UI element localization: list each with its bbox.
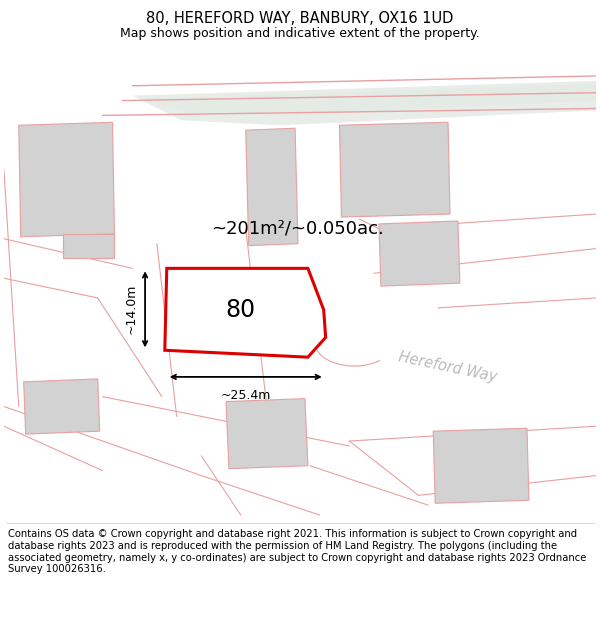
Polygon shape — [433, 428, 529, 503]
Polygon shape — [23, 379, 100, 434]
Text: ~14.0m: ~14.0m — [124, 284, 137, 334]
Polygon shape — [63, 234, 115, 259]
Polygon shape — [246, 128, 298, 246]
Polygon shape — [147, 84, 596, 116]
Text: Hereford Way: Hereford Way — [397, 349, 499, 385]
Polygon shape — [165, 268, 326, 357]
Polygon shape — [379, 221, 460, 286]
Text: Contains OS data © Crown copyright and database right 2021. This information is : Contains OS data © Crown copyright and d… — [8, 529, 586, 574]
Text: 80, HEREFORD WAY, BANBURY, OX16 1UD: 80, HEREFORD WAY, BANBURY, OX16 1UD — [146, 11, 454, 26]
Polygon shape — [19, 122, 115, 237]
Polygon shape — [132, 81, 596, 125]
Text: Map shows position and indicative extent of the property.: Map shows position and indicative extent… — [120, 27, 480, 40]
Polygon shape — [340, 122, 450, 217]
Text: ~201m²/~0.050ac.: ~201m²/~0.050ac. — [211, 220, 384, 238]
Text: ~25.4m: ~25.4m — [221, 389, 271, 402]
Polygon shape — [226, 399, 308, 469]
Text: 80: 80 — [226, 298, 256, 322]
